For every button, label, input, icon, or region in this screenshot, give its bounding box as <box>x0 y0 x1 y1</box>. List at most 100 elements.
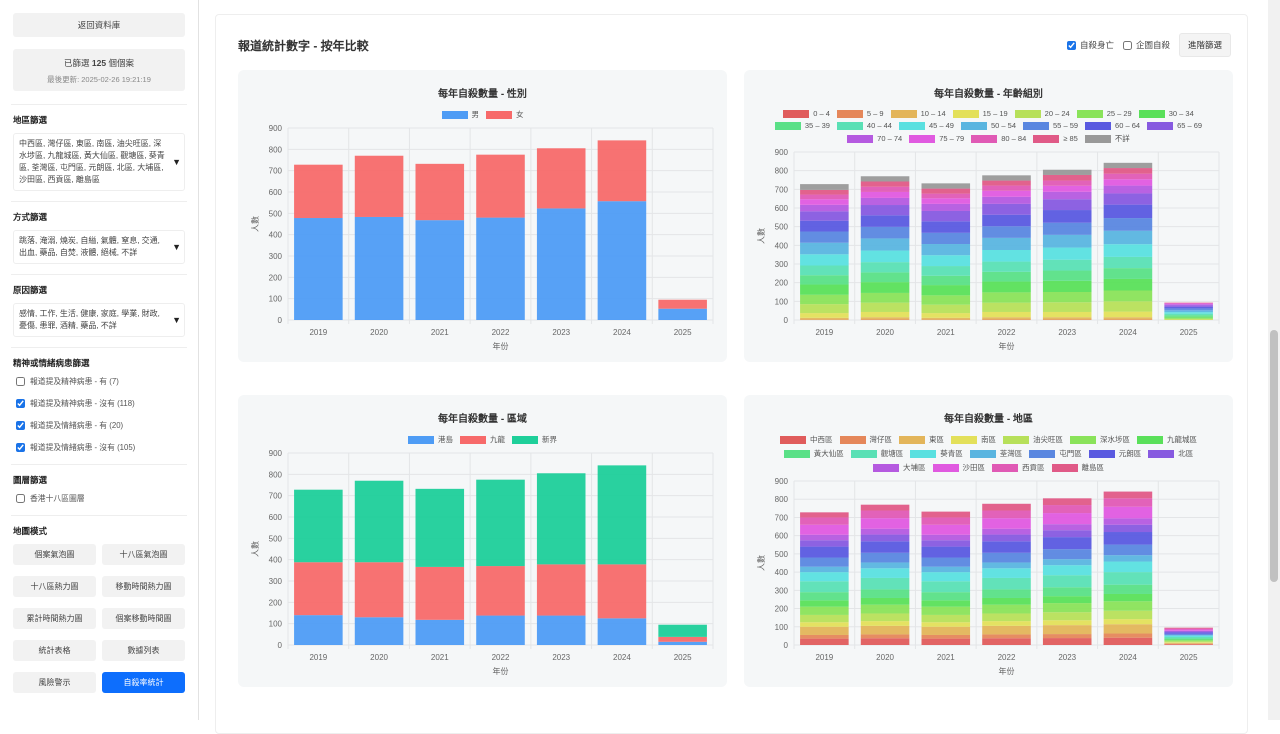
legend-item[interactable]: 沙田區 <box>933 462 986 473</box>
bar-segment[interactable] <box>982 598 1031 605</box>
bar-segment[interactable] <box>922 244 971 255</box>
bar-segment[interactable] <box>800 318 849 320</box>
bar-segment[interactable] <box>1104 279 1153 291</box>
legend-item[interactable]: 35 – 39 <box>775 121 830 130</box>
bar-segment[interactable] <box>1164 643 1213 644</box>
bar-segment[interactable] <box>1104 545 1153 556</box>
bar-segment[interactable] <box>355 481 404 562</box>
bar-segment[interactable] <box>1104 231 1153 244</box>
bar-segment[interactable] <box>598 465 647 564</box>
map-mode-button[interactable]: 數據列表 <box>102 640 185 661</box>
bar-segment[interactable] <box>1164 630 1213 631</box>
legend-item[interactable]: 北區 <box>1148 448 1193 459</box>
bar-segment[interactable] <box>1164 640 1213 641</box>
checkbox[interactable] <box>16 494 25 503</box>
bar-segment[interactable] <box>1104 585 1153 594</box>
bar-segment[interactable] <box>861 578 910 589</box>
bar-segment[interactable] <box>1104 186 1153 194</box>
legend-item[interactable]: 觀塘區 <box>851 448 904 459</box>
bar-segment[interactable] <box>1164 318 1213 319</box>
bar-segment[interactable] <box>922 547 971 558</box>
bar-segment[interactable] <box>1043 575 1092 587</box>
bar-segment[interactable] <box>800 639 849 645</box>
bar-segment[interactable] <box>800 635 849 639</box>
bar-segment[interactable] <box>922 567 971 572</box>
bar-segment[interactable] <box>1164 307 1213 308</box>
legend-item[interactable]: 油尖旺區 <box>1003 434 1063 445</box>
legend-item[interactable]: 女 <box>486 109 524 120</box>
bar-segment[interactable] <box>537 208 586 320</box>
bar-segment[interactable] <box>598 564 647 618</box>
bar-segment[interactable] <box>658 300 707 309</box>
bar-segment[interactable] <box>1104 317 1153 319</box>
bar-segment[interactable] <box>800 615 849 622</box>
legend-item[interactable]: 60 – 64 <box>1085 121 1140 130</box>
legend-item[interactable]: 深水埗區 <box>1070 434 1130 445</box>
bar-segment[interactable] <box>294 165 343 218</box>
bar-segment[interactable] <box>1104 518 1153 524</box>
bar-segment[interactable] <box>355 156 404 217</box>
bar-segment[interactable] <box>1164 317 1213 318</box>
legend-item[interactable]: 荃灣區 <box>970 448 1023 459</box>
bar-segment[interactable] <box>922 204 971 211</box>
bar-segment[interactable] <box>922 295 971 304</box>
legend-item[interactable]: 離島區 <box>1052 462 1105 473</box>
bar-segment[interactable] <box>861 529 910 535</box>
bar-segment[interactable] <box>800 265 849 275</box>
bar-segment[interactable] <box>982 303 1031 312</box>
legend-item[interactable]: 15 – 19 <box>953 109 1008 118</box>
bar-segment[interactable] <box>922 198 971 204</box>
bar-segment[interactable] <box>800 285 849 295</box>
bar-segment[interactable] <box>1043 634 1092 638</box>
bar-segment[interactable] <box>1104 312 1153 318</box>
bar-segment[interactable] <box>1104 624 1153 633</box>
bar-segment[interactable] <box>982 272 1031 282</box>
legend-item[interactable]: 元朗區 <box>1089 448 1142 459</box>
legend-item[interactable]: 葵青區 <box>910 448 963 459</box>
bar-segment[interactable] <box>800 275 849 284</box>
bar-segment[interactable] <box>922 517 971 524</box>
checkbox[interactable] <box>1067 41 1076 50</box>
bar-segment[interactable] <box>861 553 910 563</box>
method-filter-select[interactable]: 跳落, 淹溺, 燒炭, 自縊, 氣體, 窒息, 交通, 出血, 藥品, 自焚, … <box>13 230 185 264</box>
bar-segment[interactable] <box>1104 268 1153 279</box>
bar-segment[interactable] <box>1043 186 1092 192</box>
legend-item[interactable]: 70 – 74 <box>847 133 902 144</box>
legend-item[interactable]: 灣仔區 <box>840 434 893 445</box>
bar-segment[interactable] <box>861 282 910 293</box>
attempted-suicide-checkbox[interactable]: 企圖自殺 <box>1123 39 1170 51</box>
legend-item[interactable]: 西貢區 <box>992 462 1045 473</box>
bar-segment[interactable] <box>1043 302 1092 312</box>
map-mode-button[interactable]: 統計表格 <box>13 640 96 661</box>
checkbox[interactable] <box>16 377 25 386</box>
map-mode-button[interactable]: 自殺率統計 <box>102 672 185 693</box>
bar-segment[interactable] <box>1043 175 1092 181</box>
bar-segment[interactable] <box>1164 638 1213 639</box>
bar-segment[interactable] <box>922 233 971 244</box>
bar-segment[interactable] <box>1043 292 1092 302</box>
bar-segment[interactable] <box>922 627 971 635</box>
mental-option-checkbox[interactable]: 報道提及精神病患 - 有 (7) <box>16 376 185 387</box>
bar-segment[interactable] <box>1164 314 1213 315</box>
bar-segment[interactable] <box>800 195 849 200</box>
bar-segment[interactable] <box>982 226 1031 238</box>
bar-segment[interactable] <box>1043 271 1092 281</box>
bar-segment[interactable] <box>982 621 1031 626</box>
bar-segment[interactable] <box>861 312 910 317</box>
bar-segment[interactable] <box>861 598 910 605</box>
legend-item[interactable]: 65 – 69 <box>1147 121 1202 130</box>
legend-item[interactable]: 50 – 54 <box>961 121 1016 130</box>
bar-segment[interactable] <box>982 197 1031 204</box>
bar-segment[interactable] <box>598 201 647 320</box>
bar-segment[interactable] <box>1164 641 1213 642</box>
bar-segment[interactable] <box>982 541 1031 552</box>
bar-segment[interactable] <box>800 558 849 567</box>
legend-item[interactable]: 40 – 44 <box>837 121 892 130</box>
bar-segment[interactable] <box>922 525 971 535</box>
bar-segment[interactable] <box>800 232 849 243</box>
bar-segment[interactable] <box>922 313 971 318</box>
bar-segment[interactable] <box>1043 559 1092 565</box>
bar-segment[interactable] <box>476 155 525 218</box>
bar-segment[interactable] <box>861 589 910 598</box>
bar-segment[interactable] <box>1043 235 1092 248</box>
